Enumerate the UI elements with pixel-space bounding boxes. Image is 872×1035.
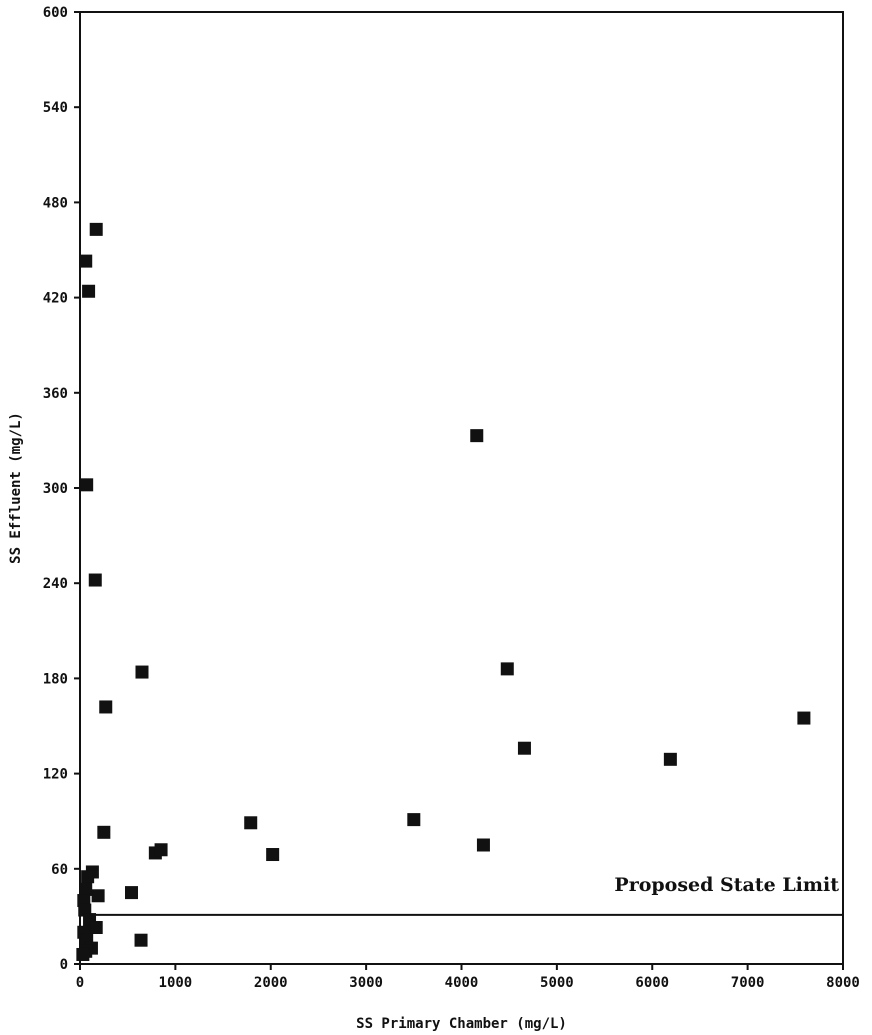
y-axis-title: SS Effluent (mg/L) [8,412,24,564]
y-tick-label: 180 [43,671,68,687]
data-point [88,573,102,587]
data-point [134,933,148,947]
plot-border [79,11,844,965]
y-tick-label: 240 [43,576,68,592]
y-tick-label: 540 [43,100,68,116]
data-point [500,662,514,676]
data-point [79,254,93,268]
data-point [82,284,96,298]
data-point [797,711,811,725]
y-tick-label: 480 [43,195,68,211]
plot-frame [79,11,844,965]
data-point [80,478,94,492]
data-point [91,889,105,903]
data-point [470,429,484,443]
x-axis-title: SS Primary Chamber (mg/L) [356,1016,567,1032]
x-tick-label: 7000 [731,975,765,991]
x-tick-label: 5000 [540,975,574,991]
x-tick-label: 3000 [349,975,383,991]
axis-ticks: 0 1000 2000 3000 4000 5000 6000 7000 8000 0 60 120 1… [43,5,860,991]
y-tick-label: 0 [60,957,68,973]
data-point [76,947,90,961]
x-tick-label: 6000 [635,975,669,991]
reference-line-label: Proposed State Limit [614,874,839,896]
data-point [663,752,677,766]
data-point [244,816,258,830]
y-tick-label: 120 [43,767,68,783]
y-tick-label: 360 [43,386,68,402]
data-point [89,921,103,935]
y-tick-label: 600 [43,5,68,21]
data-point [266,848,280,862]
y-tick-label: 60 [51,862,68,878]
data-point [89,222,103,236]
data-point [154,843,168,857]
x-tick-label: 2000 [254,975,288,991]
data-point [407,813,421,827]
data-points [76,222,811,961]
data-point [517,741,531,755]
x-tick-label: 1000 [159,975,193,991]
x-tick-label: 8000 [826,975,860,991]
data-point [99,700,113,714]
y-tick-label: 420 [43,291,68,307]
data-point [81,870,95,884]
data-point [97,825,111,839]
data-point [135,665,149,679]
x-tick-label: 4000 [445,975,479,991]
data-point [476,838,490,852]
data-point [125,886,139,900]
x-tick-label: 0 [76,975,84,991]
y-tick-label: 300 [43,481,68,497]
data-point [79,882,93,896]
